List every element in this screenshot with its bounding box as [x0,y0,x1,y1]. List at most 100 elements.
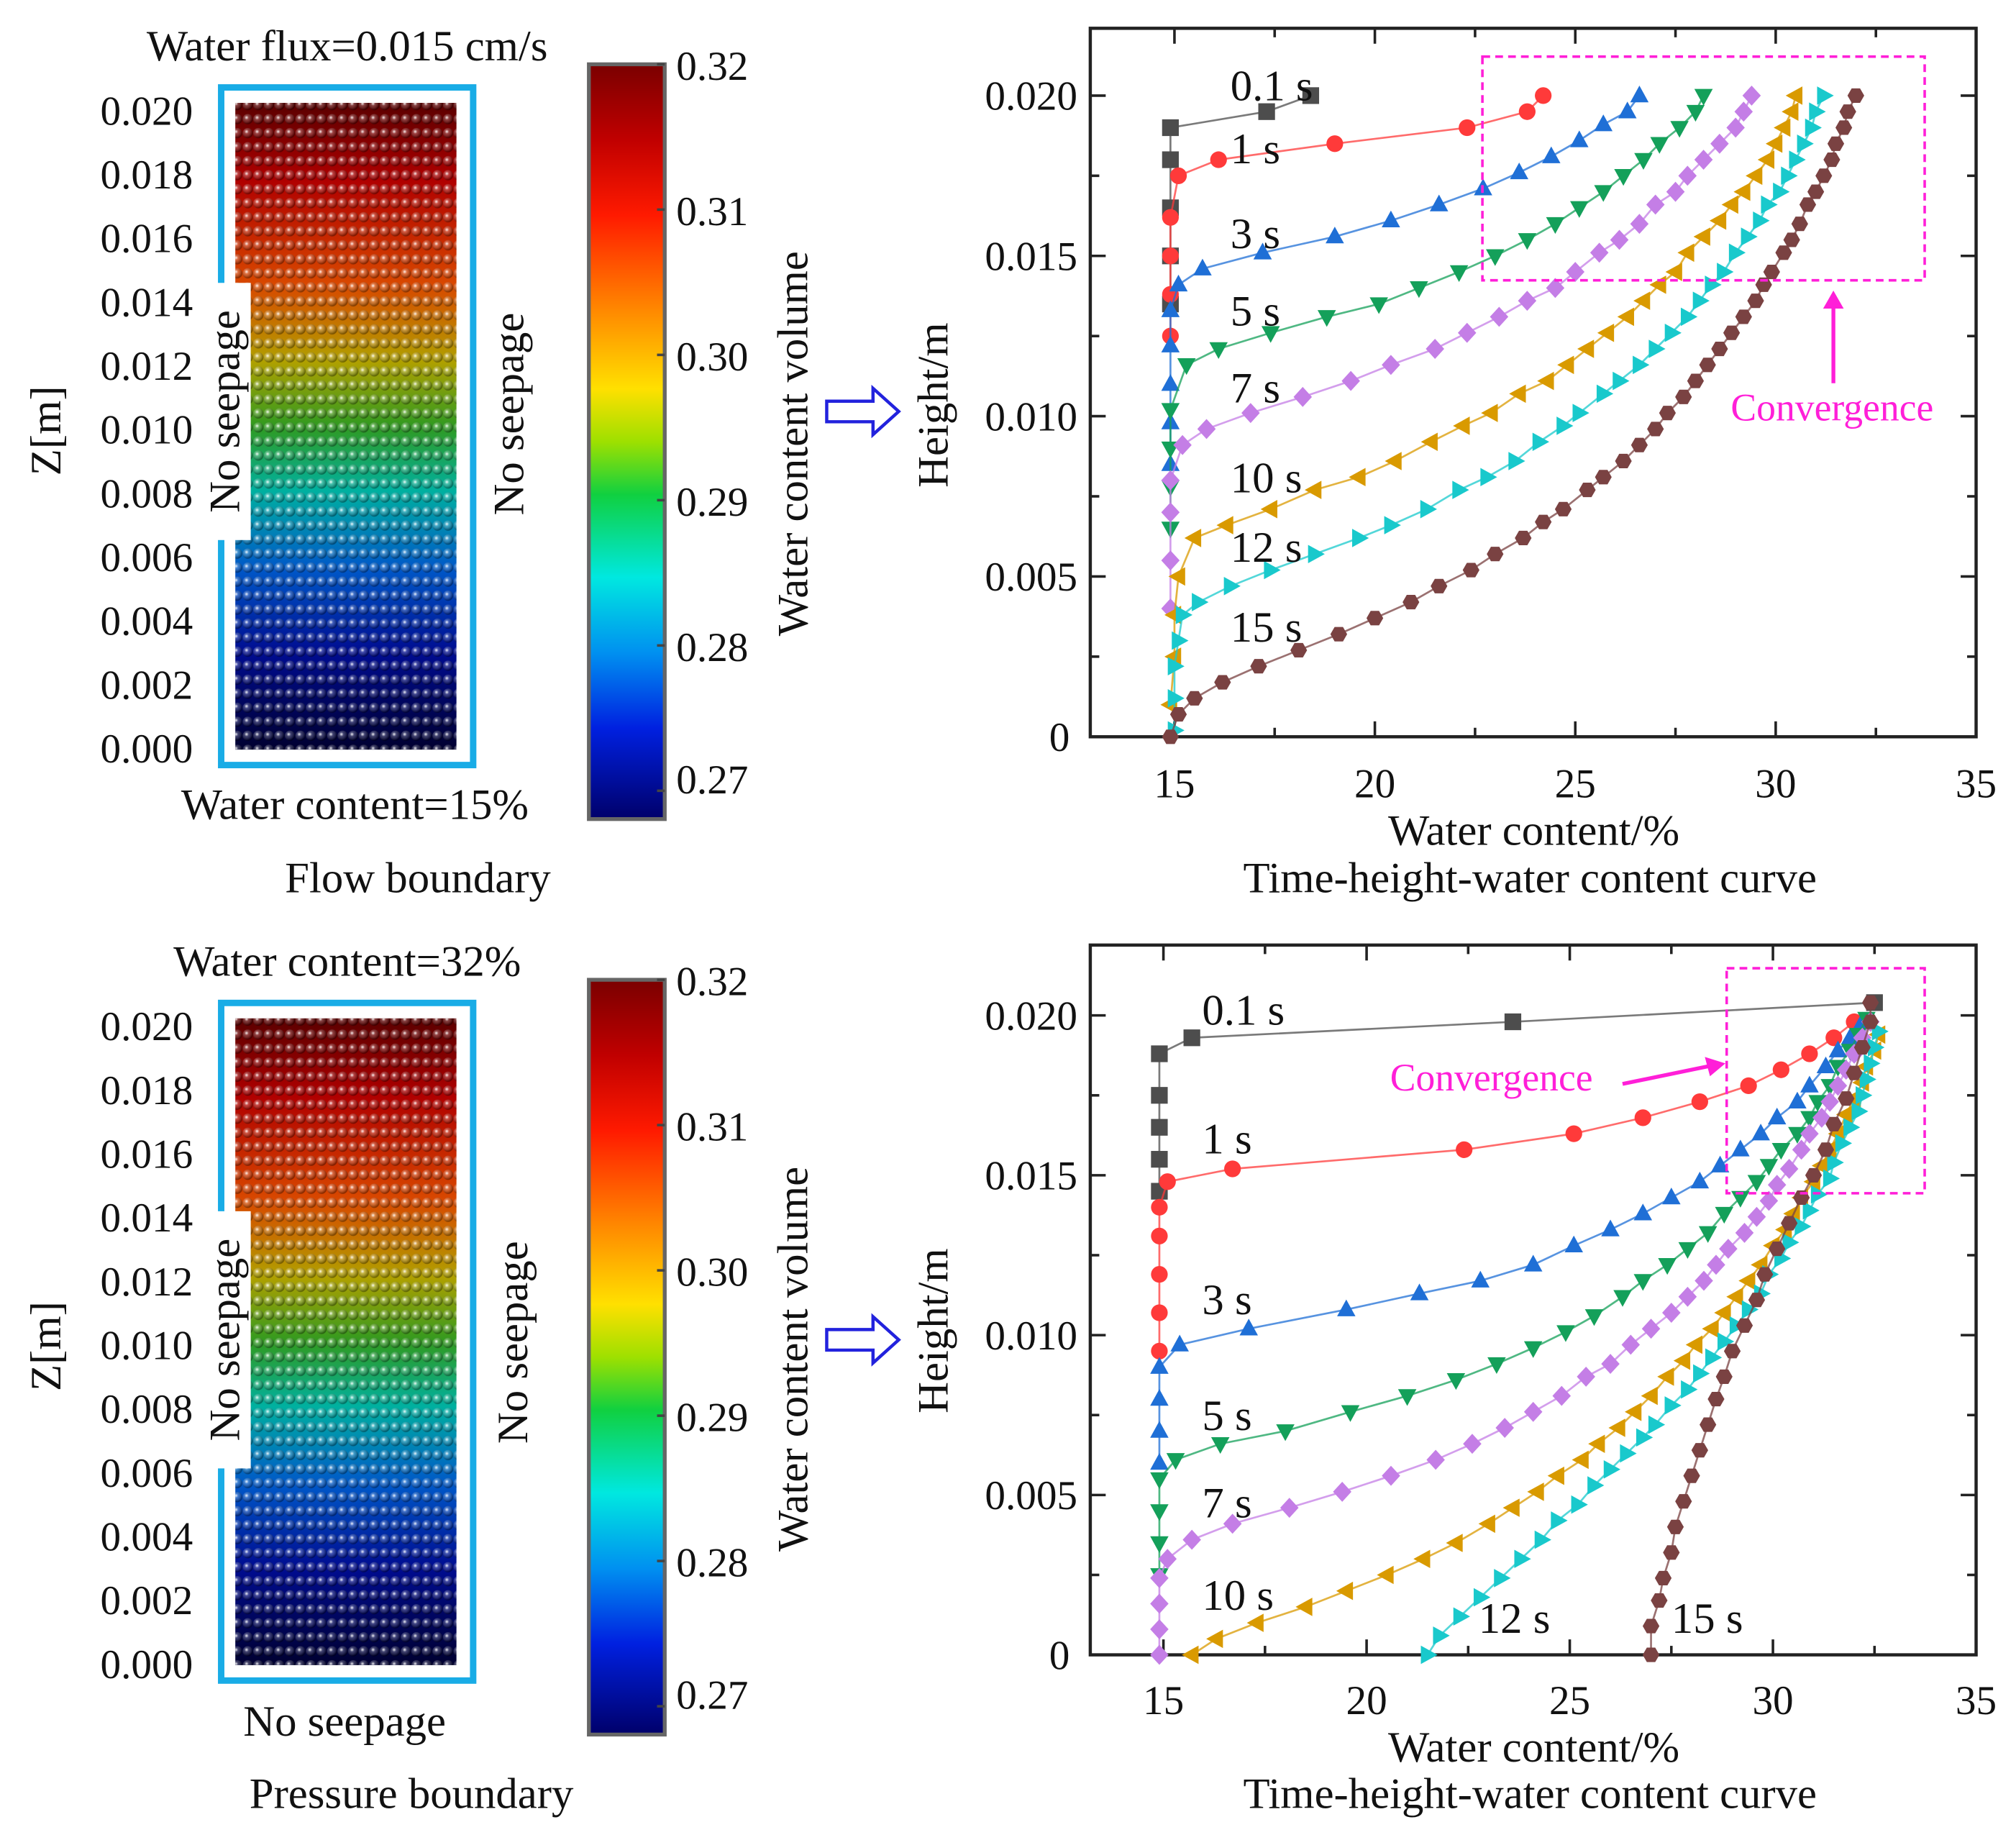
data-point-triangle-right [1802,1201,1820,1220]
data-point-triangle-right [1613,371,1630,391]
data-point-diamond [1182,1529,1201,1550]
data-point-triangle-down [1556,1325,1575,1342]
data-point-circle [1162,247,1179,265]
colorbar-tick-label: 0.31 [676,1105,748,1150]
data-point-diamond [1382,355,1400,375]
data-point-triangle-down [1341,1405,1360,1422]
data-point-triangle-down [1369,297,1388,314]
data-point-triangle-down [1397,1389,1417,1406]
data-point-hexagon [1666,1519,1684,1534]
data-point-triangle-up [1630,85,1649,103]
data-point-triangle-right [1794,1217,1812,1236]
data-point-triangle-down [1731,1190,1750,1208]
data-point-hexagon [1250,659,1267,674]
panel-pressure-boundary: Water content=32% 0.0200.0180.0160.0140.… [22,938,901,1818]
data-point-triangle-right [1817,86,1834,105]
data-point-triangle-right [1753,211,1770,230]
data-point-triangle-right [1871,1022,1889,1041]
data-point-triangle-right [1556,416,1574,435]
particle-pattern [235,103,457,750]
data-point-hexagon [1700,1417,1717,1432]
colorbar-tick-label: 0.28 [676,625,748,670]
data-point-triangle-left [1835,1105,1853,1124]
data-point-triangle-down [1449,265,1469,282]
data-point-triangle-right [1308,545,1325,564]
data-point-triangle-left [1453,416,1470,435]
data-point-triangle-left [1597,323,1615,342]
data-point-triangle-up [1410,1283,1429,1301]
series-time-label: 15 s [1671,1595,1743,1643]
y-tick-label: 0.005 [985,1473,1077,1518]
data-point-triangle-up [1150,1452,1169,1470]
colorbar-tick-label: 0.28 [676,1541,748,1586]
data-point-triangle-right [1805,118,1822,137]
data-point-hexagon [1807,184,1825,199]
data-point-diamond [1678,1286,1697,1307]
data-point-diamond [1662,1303,1681,1323]
data-point-triangle-left [1446,1534,1463,1552]
data-point-triangle-left [1673,1351,1691,1370]
data-point-triangle-left [1714,1303,1731,1322]
convergence-box [1725,967,1926,1195]
data-point-triangle-right [1797,134,1814,153]
data-point-triangle-left [1721,195,1738,214]
data-point-triangle-right [1741,227,1758,246]
data-point-hexagon [1756,1267,1774,1282]
panel-caption: Pressure boundary [250,1770,574,1818]
colorbar-ticks: 0.32 0.31 0.30 0.29 0.28 0.27 [657,44,748,803]
data-point-triangle-down [1771,1143,1791,1160]
data-point-hexagon [1659,406,1677,421]
data-point-hexagon [1791,217,1808,232]
data-point-hexagon [1654,1570,1672,1585]
data-point-triangle-down [1210,1436,1230,1454]
series-line [1169,95,1705,529]
series-time-label: 1 s [1202,1115,1251,1163]
data-point-triangle-down [1747,1175,1766,1192]
data-point-diamond [1695,1270,1713,1291]
data-point-triangle-up [1239,1318,1259,1336]
data-point-triangle-right [1420,500,1437,519]
right-boundary-label: No seepage [489,1241,537,1444]
data-point-triangle-up [1542,146,1561,163]
data-point-triangle-down [1613,1290,1632,1307]
y-tick-label: 0 [1049,715,1070,760]
series-time-label: 1 s [1231,125,1280,173]
data-point-circle [1825,1029,1843,1047]
data-point-hexagon [1817,1142,1835,1157]
colorbar-tick-label: 0.30 [676,1250,748,1295]
z-tick-label: 0.000 [101,727,193,772]
data-point-diamond [1820,1091,1839,1112]
data-point-diamond [1150,1619,1169,1639]
data-point-circle [1151,1227,1168,1244]
data-point-triangle-left [1336,1581,1354,1600]
data-point-triangle-right [1835,1134,1853,1153]
data-point-diamond [1426,339,1444,359]
data-point-triangle-right [1693,1364,1710,1383]
data-point-hexagon [1783,232,1800,247]
data-point-triangle-down [1584,1309,1604,1326]
data-point-hexagon [1431,578,1448,593]
data-point-hexagon [1799,197,1817,212]
data-point-triangle-right [1534,1530,1551,1549]
data-point-triangle-down [1523,1341,1543,1358]
colorbar-tick-label: 0.29 [676,480,748,525]
data-point-triangle-down [1570,201,1589,218]
data-point-triangle-left [1168,567,1185,586]
data-point-hexagon [1366,611,1384,626]
convergence-label: Convergence [1390,1056,1593,1099]
data-point-triangle-left [1305,481,1322,499]
right-arrow-icon [825,1313,901,1367]
data-point-hexagon [1748,1293,1766,1308]
data-point-hexagon [1823,152,1841,168]
data-point-hexagon [1214,675,1231,690]
data-point-diamond [1800,1124,1819,1144]
data-point-hexagon [1699,357,1716,373]
data-point-diamond [1678,165,1697,186]
data-point-square [1504,1013,1522,1031]
data-point-triangle-down [1150,1536,1169,1553]
data-point-hexagon [1675,389,1692,404]
data-point-triangle-left [1349,468,1366,487]
data-point-square [1258,103,1275,120]
data-point-triangle-left [1785,86,1803,105]
data-point-triangle-right [1620,1444,1637,1463]
